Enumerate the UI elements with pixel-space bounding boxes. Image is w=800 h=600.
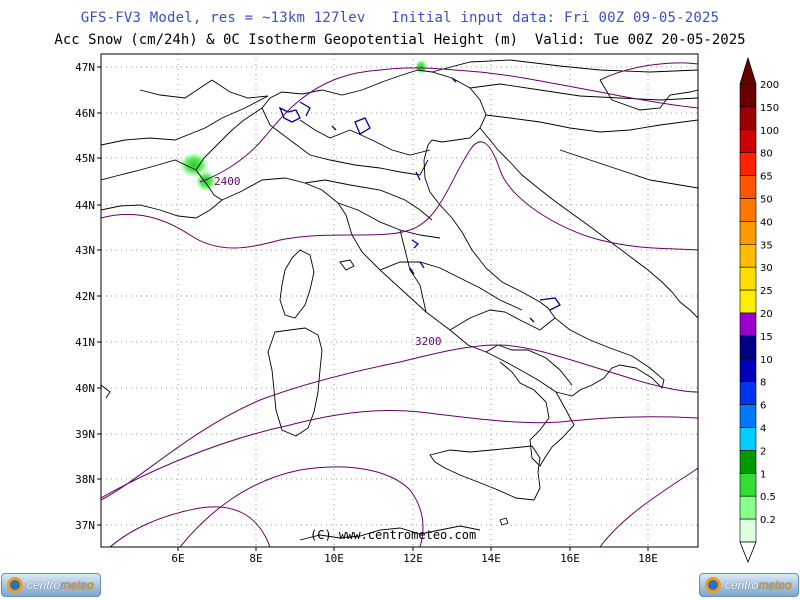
lat-label: 43N	[75, 244, 95, 257]
legend-level-label: 200	[760, 80, 779, 91]
legend-level-label: 50	[760, 195, 773, 206]
legend-level-label: 4	[760, 424, 766, 435]
legend-level-label: 0.2	[760, 515, 776, 526]
legend-level-label: 40	[760, 217, 773, 228]
axis-ticks	[97, 66, 649, 551]
legend-swatch	[739, 427, 757, 451]
legend-bottom-arrow	[739, 541, 757, 564]
lat-lon-grid	[101, 54, 698, 547]
legend-swatch	[739, 289, 757, 314]
contour-label-3200: 3200	[415, 335, 442, 348]
longitude-labels: 6E 8E 10E 12E 14E 16E 18E	[171, 552, 658, 565]
lat-label: 39N	[75, 428, 95, 441]
legend-swatch	[739, 266, 757, 291]
product-title: Acc Snow (cm/24h) & 0C Isotherm Geopoten…	[54, 32, 746, 48]
legend-swatch	[739, 381, 757, 405]
copyright-text: (C) www.centrometeo.com	[310, 528, 476, 542]
legend-level-label: 80	[760, 149, 773, 160]
contour-label-2400: 2400	[214, 175, 241, 188]
legend-swatch	[739, 312, 757, 337]
legend-level-label: 0.5	[760, 492, 776, 503]
legend-level-label: 6	[760, 401, 766, 412]
legend-level-label: 25	[760, 286, 773, 297]
lon-label: 8E	[249, 552, 262, 565]
legend-swatch	[739, 175, 757, 199]
logo-text: centrometeo	[27, 578, 94, 592]
legend-level-label: 20	[760, 309, 773, 320]
lon-label: 14E	[481, 552, 501, 565]
legend-swatch	[739, 472, 757, 497]
model-info-title: GFS-FV3 Model, res = ~13km 127lev Initia…	[80, 10, 720, 26]
legend-level-label: 15	[760, 332, 773, 343]
legend-swatch	[739, 244, 757, 268]
lat-label: 42N	[75, 290, 95, 303]
centrometeo-logo-right[interactable]: centrometeo	[699, 573, 799, 597]
legend-level-label: 150	[760, 103, 779, 114]
legend-swatch	[739, 495, 757, 520]
legend-swatch	[739, 335, 757, 360]
centrometeo-logo-left[interactable]: centrometeo	[1, 573, 101, 597]
legend-level-label: 8	[760, 378, 766, 389]
legend-swatch	[739, 83, 757, 108]
legend-swatch	[739, 152, 757, 176]
legend-swatch	[739, 221, 757, 245]
latitude-labels: 47N 46N 45N 44N 43N 42N 41N 40N 39N 38N …	[75, 61, 95, 532]
legend-swatch	[739, 129, 757, 154]
legend-swatch	[739, 404, 757, 428]
legend-level-label: 100	[760, 126, 779, 137]
lon-label: 12E	[403, 552, 423, 565]
legend-level-label: 1	[760, 469, 766, 480]
legend-level-label: 35	[760, 240, 773, 251]
legend-level-label: 65	[760, 172, 773, 183]
lat-label: 38N	[75, 473, 95, 486]
legend-level-label: 10	[760, 355, 773, 366]
isotherm-contours	[101, 62, 698, 547]
lat-label: 37N	[75, 519, 95, 532]
lakes	[278, 77, 561, 323]
logo-ring-icon	[7, 577, 23, 593]
legend-swatch	[739, 106, 757, 131]
lat-label: 46N	[75, 107, 95, 120]
lat-label: 45N	[75, 152, 95, 165]
lat-label: 40N	[75, 382, 95, 395]
legend-level-label: 30	[760, 263, 773, 274]
legend-swatch	[739, 450, 757, 474]
lat-label: 47N	[75, 61, 95, 74]
legend-swatch	[739, 358, 757, 382]
legend-swatch	[739, 198, 757, 222]
logo-text: centrometeo	[725, 578, 792, 592]
snow-color-legend: 200 150 100 80 65 50 40 35 30 25 20 15 10 8 6 4 2 1 0.5 0.2	[739, 56, 779, 564]
legend-level-label: 2	[760, 446, 766, 457]
map-frame	[100, 53, 699, 548]
lon-label: 16E	[560, 552, 580, 565]
lat-label: 41N	[75, 336, 95, 349]
coastlines-and-borders	[101, 59, 698, 541]
logo-ring-icon	[705, 577, 721, 593]
legend-top-arrow	[739, 56, 757, 85]
lon-label: 10E	[324, 552, 344, 565]
lon-label: 18E	[638, 552, 658, 565]
lon-label: 6E	[171, 552, 184, 565]
lat-label: 44N	[75, 199, 95, 212]
legend-swatch	[739, 518, 757, 543]
